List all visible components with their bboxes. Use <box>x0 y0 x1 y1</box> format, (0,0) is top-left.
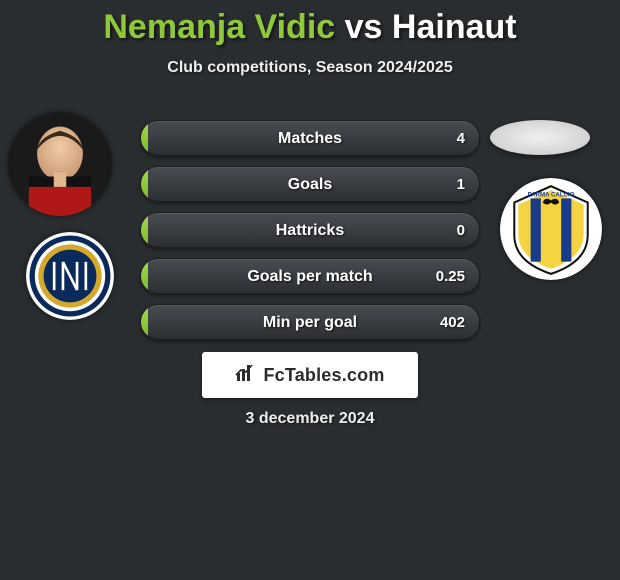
stat-value-right: 0 <box>435 213 465 247</box>
svg-text:PARMA CALCIO: PARMA CALCIO <box>528 191 575 198</box>
stats-panel: Matches 4 Goals 1 Hattricks 0 Goals per … <box>140 120 480 350</box>
player2-club-badge: PARMA CALCIO <box>500 178 602 280</box>
stat-row-matches: Matches 4 <box>140 120 480 156</box>
comparison-title: Nemanja Vidic vs Hainaut <box>0 0 620 47</box>
subtitle: Club competitions, Season 2024/2025 <box>0 59 620 77</box>
stat-value-right: 0.25 <box>435 259 465 293</box>
player1-avatar <box>8 112 112 216</box>
stat-label: Min per goal <box>141 305 479 339</box>
vs-label: vs <box>345 8 383 46</box>
inter-badge-icon <box>26 232 114 320</box>
stat-value-right: 1 <box>435 167 465 201</box>
parma-badge-icon: PARMA CALCIO <box>500 178 602 280</box>
stat-label: Goals <box>141 167 479 201</box>
branding-label: FcTables.com <box>263 365 384 386</box>
player1-club-badge <box>26 232 114 320</box>
stat-label: Goals per match <box>141 259 479 293</box>
stat-row-min-per-goal: Min per goal 402 <box>140 304 480 340</box>
player2-avatar <box>490 120 590 155</box>
date-label: 3 december 2024 <box>0 410 620 428</box>
player1-avatar-image <box>8 112 112 216</box>
stat-row-hattricks: Hattricks 0 <box>140 212 480 248</box>
stat-value-right: 402 <box>435 305 465 339</box>
stat-row-goals: Goals 1 <box>140 166 480 202</box>
player1-name: Nemanja Vidic <box>103 8 335 46</box>
stat-row-goals-per-match: Goals per match 0.25 <box>140 258 480 294</box>
stat-label: Matches <box>141 121 479 155</box>
branding-link[interactable]: FcTables.com <box>202 352 418 398</box>
stat-label: Hattricks <box>141 213 479 247</box>
bar-chart-icon <box>235 363 257 388</box>
player2-name: Hainaut <box>392 8 517 46</box>
stat-value-right: 4 <box>435 121 465 155</box>
